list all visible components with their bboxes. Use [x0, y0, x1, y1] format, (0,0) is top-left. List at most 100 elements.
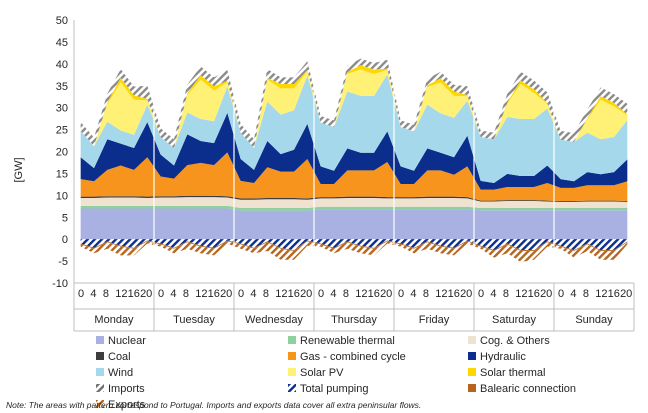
- legend-swatch: [96, 336, 104, 344]
- legend-item: Gas - combined cycle: [288, 351, 406, 363]
- hour-tick-label: 16: [128, 288, 140, 300]
- y-tick-label: 15: [56, 168, 68, 180]
- areas-layer: [80, 58, 628, 262]
- hour-tick-label: 12: [595, 288, 607, 300]
- y-tick-label: 5: [62, 212, 68, 224]
- legend-swatch: [468, 336, 476, 344]
- legend-item: Cog. & Others: [468, 335, 550, 347]
- hour-tick-label: 12: [195, 288, 207, 300]
- y-tick-label: 45: [56, 37, 68, 49]
- hour-tick-label: 0: [558, 288, 564, 300]
- hour-tick-label: 12: [435, 288, 447, 300]
- legend-swatch: [288, 336, 296, 344]
- legend-label: Renewable thermal: [300, 335, 395, 347]
- hour-tick-label: 8: [343, 288, 349, 300]
- hour-tick-label: 4: [410, 288, 416, 300]
- y-tick-label: 0: [62, 234, 68, 246]
- y-tick-label: 10: [56, 190, 68, 202]
- negative-area-exports: [80, 241, 628, 262]
- y-tick-label: -10: [52, 278, 68, 290]
- legend-label: Nuclear: [108, 335, 146, 347]
- hour-tick-label: 4: [170, 288, 176, 300]
- positive-area-wind: [80, 74, 628, 184]
- legend-item: Solar thermal: [468, 367, 545, 379]
- legend-item: Nuclear: [96, 335, 146, 347]
- hour-tick-label: 8: [183, 288, 189, 300]
- legend-layer: Nuclear Renewable thermal Cog. & Others Coa…: [96, 335, 576, 411]
- legend-swatch: [288, 368, 296, 376]
- y-tick-label: 20: [56, 147, 68, 159]
- hour-tick-label: 4: [330, 288, 336, 300]
- legend-label: Hydraulic: [480, 351, 526, 363]
- day-label: Saturday: [492, 314, 537, 326]
- negative-area-total-pumping: [80, 239, 628, 251]
- hour-tick-label: 16: [368, 288, 380, 300]
- legend-label: Gas - combined cycle: [300, 351, 406, 363]
- legend-swatch: [96, 368, 104, 376]
- legend-item: Coal: [96, 351, 131, 363]
- legend-swatch: [288, 384, 296, 392]
- hour-tick-label: 16: [208, 288, 220, 300]
- legend-item: Total pumping: [288, 383, 369, 395]
- legend-label: Total pumping: [300, 383, 369, 395]
- legend-label: Imports: [108, 383, 145, 395]
- legend-swatch: [96, 352, 104, 360]
- day-label: Thursday: [331, 314, 377, 326]
- hour-tick-label: 8: [503, 288, 509, 300]
- hour-tick-label: 12: [275, 288, 287, 300]
- positive-area-solar-thermal: [80, 65, 628, 148]
- hour-tick-label: 16: [528, 288, 540, 300]
- hour-tick-label: 20: [380, 288, 392, 300]
- day-label: Wednesday: [245, 314, 303, 326]
- hour-tick-label: 20: [300, 288, 312, 300]
- y-axis-label: [GW]: [13, 157, 25, 182]
- legend-label: Solar thermal: [480, 367, 545, 379]
- y-tick-label: -5: [58, 256, 68, 268]
- positive-area-coal: [80, 195, 628, 202]
- legend-swatch: [96, 400, 104, 408]
- hour-tick-label: 0: [478, 288, 484, 300]
- legend-item: Imports: [96, 383, 145, 395]
- day-label: Sunday: [575, 314, 613, 326]
- day-label: Friday: [419, 314, 450, 326]
- hour-tick-label: 4: [250, 288, 256, 300]
- hour-tick-label: 8: [263, 288, 269, 300]
- negative-area-balearic-connection: [80, 240, 628, 251]
- legend-item: Hydraulic: [468, 351, 526, 363]
- hour-tick-label: 20: [620, 288, 632, 300]
- hour-tick-label: 0: [238, 288, 244, 300]
- positive-area-cog-others: [80, 197, 628, 209]
- hour-tick-label: 0: [318, 288, 324, 300]
- hour-tick-label: 20: [140, 288, 152, 300]
- legend-label: Solar PV: [300, 367, 344, 379]
- hour-tick-label: 12: [355, 288, 367, 300]
- positive-area-imports: [80, 58, 628, 148]
- hour-tick-label: 4: [570, 288, 576, 300]
- y-tick-label: 40: [56, 59, 68, 71]
- legend-label: Coal: [108, 351, 131, 363]
- legend-item: Wind: [96, 367, 133, 379]
- y-tick-label: 25: [56, 125, 68, 137]
- hour-tick-label: 8: [583, 288, 589, 300]
- legend-item: Renewable thermal: [288, 335, 395, 347]
- positive-area-gas-combined-cycle: [80, 152, 628, 202]
- legend-item: Balearic connection: [468, 383, 576, 395]
- day-label: Monday: [94, 314, 134, 326]
- hour-tick-label: 20: [540, 288, 552, 300]
- positive-area-renewable-thermal: [80, 205, 628, 211]
- legend-label: Exports: [108, 399, 146, 411]
- legend-label: Balearic connection: [480, 383, 576, 395]
- legend-label: Cog. & Others: [480, 335, 550, 347]
- hour-tick-label: 4: [90, 288, 96, 300]
- hour-tick-label: 16: [608, 288, 620, 300]
- hour-tick-label: 8: [423, 288, 429, 300]
- hour-tick-label: 16: [288, 288, 300, 300]
- positive-area-solar-pv: [80, 69, 628, 148]
- legend-label: Wind: [108, 367, 133, 379]
- legend-item: Solar PV: [288, 367, 344, 379]
- hour-tick-label: 20: [220, 288, 232, 300]
- legend-item: Exports: [96, 399, 146, 411]
